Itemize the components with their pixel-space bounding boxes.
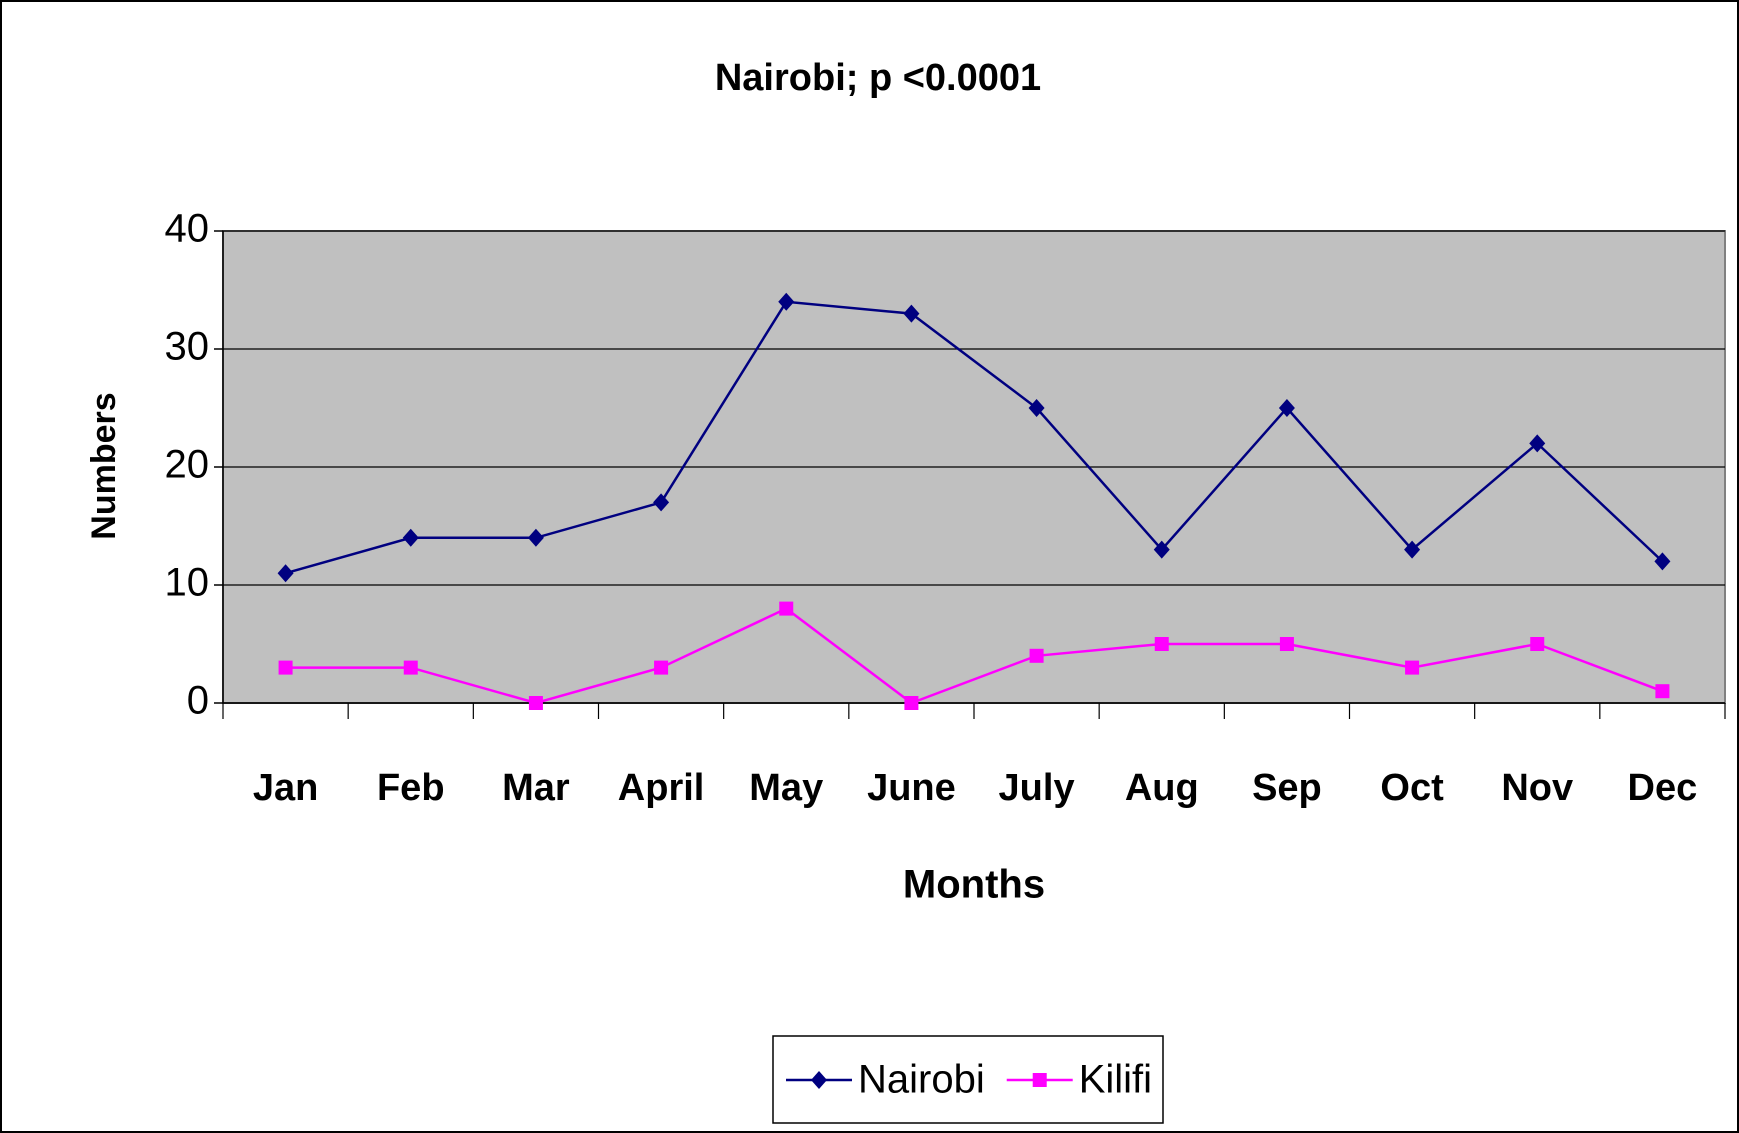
data-point xyxy=(778,292,795,311)
x-tick-label: June xyxy=(867,767,956,809)
x-tick-label: May xyxy=(749,767,823,809)
data-point xyxy=(527,528,544,547)
chart-title: Nairobi; p <0.0001 xyxy=(715,57,1041,99)
x-tick-label: Feb xyxy=(377,767,445,809)
data-point xyxy=(403,660,418,675)
y-axis-label: Numbers xyxy=(85,392,123,539)
x-tick-label: Oct xyxy=(1380,767,1444,809)
data-point xyxy=(904,696,919,710)
x-tick-label: Jan xyxy=(253,767,318,809)
x-tick-label: Sep xyxy=(1252,767,1322,809)
data-point xyxy=(528,696,543,710)
data-point xyxy=(779,601,794,616)
y-tick-label: 10 xyxy=(165,561,210,605)
y-tick-label: 40 xyxy=(165,207,210,251)
data-point xyxy=(1529,434,1546,453)
series-line xyxy=(285,607,1663,705)
data-point xyxy=(1405,660,1420,675)
data-point xyxy=(1404,540,1421,559)
data-point xyxy=(1029,648,1044,663)
legend-label: Nairobi xyxy=(858,1058,985,1102)
data-point xyxy=(1153,540,1170,559)
x-tick-label: Dec xyxy=(1628,767,1698,809)
legend-marker xyxy=(1032,1073,1047,1087)
data-point xyxy=(1655,684,1670,699)
legend-marker xyxy=(811,1071,827,1089)
series-line xyxy=(285,300,1664,575)
data-point xyxy=(1654,552,1671,571)
legend-label: Kilifi xyxy=(1079,1058,1152,1102)
x-axis-label: Months xyxy=(903,863,1045,907)
data-point xyxy=(903,304,920,323)
data-point xyxy=(1028,399,1045,417)
data-point xyxy=(1154,637,1169,651)
x-tick-label: Mar xyxy=(502,767,570,809)
data-point xyxy=(654,660,669,675)
y-tick-label: 0 xyxy=(187,679,209,723)
x-tick-label: Aug xyxy=(1125,767,1199,809)
data-point xyxy=(277,564,294,583)
data-point xyxy=(1279,637,1294,651)
data-point xyxy=(1530,637,1545,651)
data-point xyxy=(1278,399,1295,417)
data-point xyxy=(278,660,293,675)
y-tick-label: 20 xyxy=(165,443,210,487)
data-point xyxy=(653,493,670,512)
x-tick-label: July xyxy=(999,767,1075,809)
y-tick-label: 30 xyxy=(165,325,210,369)
data-point xyxy=(402,528,419,547)
x-tick-label: Nov xyxy=(1501,767,1573,809)
x-tick-label: April xyxy=(618,767,705,809)
